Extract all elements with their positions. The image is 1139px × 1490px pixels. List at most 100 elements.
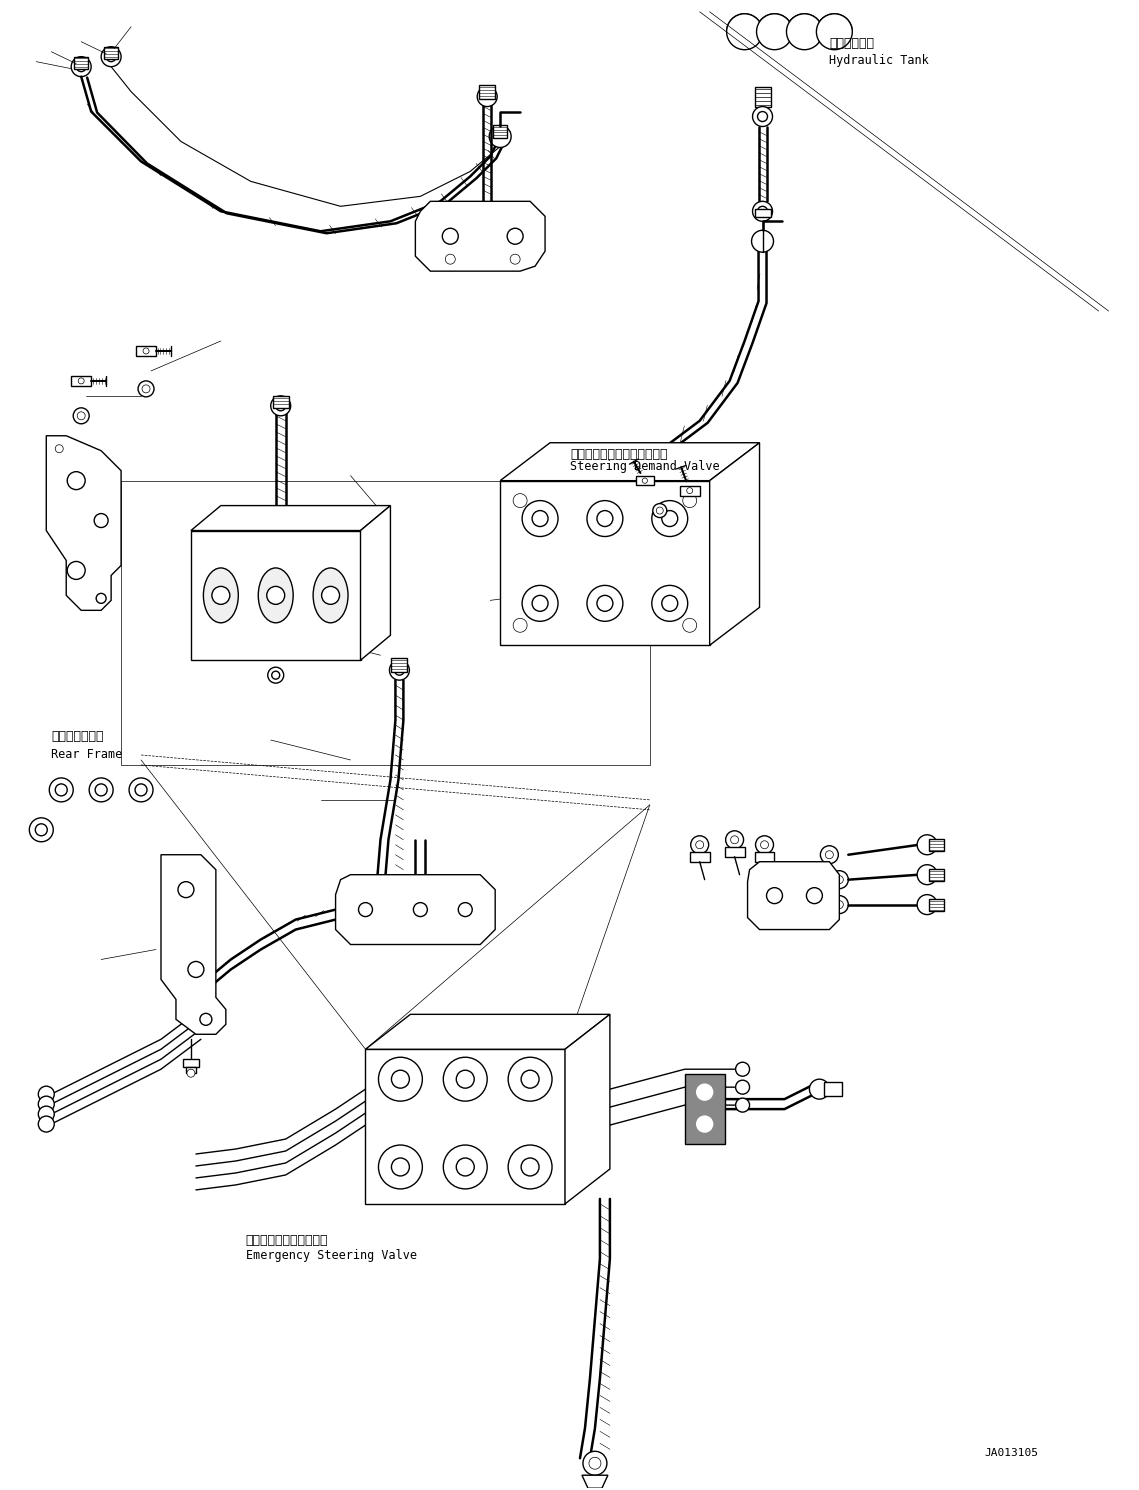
Circle shape <box>662 596 678 611</box>
Bar <box>121 481 650 764</box>
Circle shape <box>826 851 834 858</box>
Bar <box>685 1074 724 1144</box>
Circle shape <box>178 882 194 897</box>
Circle shape <box>514 493 527 508</box>
Circle shape <box>35 824 48 836</box>
Bar <box>366 1049 565 1204</box>
Bar <box>825 1082 843 1097</box>
Circle shape <box>507 228 523 244</box>
Polygon shape <box>747 861 839 930</box>
Circle shape <box>457 1158 474 1176</box>
Circle shape <box>522 1070 539 1088</box>
Bar <box>74 57 88 69</box>
Circle shape <box>522 501 558 536</box>
Circle shape <box>806 888 822 903</box>
Circle shape <box>129 778 153 802</box>
Circle shape <box>755 836 773 854</box>
Circle shape <box>267 587 285 605</box>
Circle shape <box>359 903 372 916</box>
Circle shape <box>697 1085 713 1100</box>
Circle shape <box>514 618 527 632</box>
Bar <box>690 852 710 861</box>
Circle shape <box>321 587 339 605</box>
Circle shape <box>489 125 511 148</box>
Circle shape <box>757 112 768 122</box>
Circle shape <box>830 895 849 913</box>
Circle shape <box>810 1079 829 1100</box>
Circle shape <box>687 487 693 493</box>
Circle shape <box>378 1058 423 1101</box>
Circle shape <box>138 381 154 396</box>
Circle shape <box>583 1451 607 1475</box>
Ellipse shape <box>259 568 293 623</box>
Circle shape <box>457 1070 474 1088</box>
Text: JA013105: JA013105 <box>984 1448 1038 1459</box>
Circle shape <box>442 228 458 244</box>
Text: Rear Frame: Rear Frame <box>51 748 123 761</box>
Circle shape <box>56 784 67 796</box>
Circle shape <box>73 408 89 423</box>
Bar <box>754 852 775 861</box>
Circle shape <box>589 1457 601 1469</box>
Circle shape <box>532 511 548 526</box>
Circle shape <box>736 1080 749 1094</box>
Circle shape <box>652 501 688 536</box>
Polygon shape <box>191 505 391 530</box>
Circle shape <box>752 231 773 252</box>
Circle shape <box>458 903 473 916</box>
Circle shape <box>67 562 85 580</box>
Circle shape <box>587 586 623 621</box>
Text: Hydraulic Tank: Hydraulic Tank <box>829 54 929 67</box>
Circle shape <box>697 1116 713 1132</box>
Circle shape <box>835 900 843 909</box>
Circle shape <box>786 13 822 49</box>
Bar <box>724 846 745 857</box>
Bar <box>929 869 944 881</box>
Circle shape <box>477 86 498 107</box>
Circle shape <box>522 586 558 621</box>
Circle shape <box>392 1158 409 1176</box>
Circle shape <box>662 511 678 526</box>
Circle shape <box>136 784 147 796</box>
Circle shape <box>101 46 121 67</box>
Circle shape <box>761 840 769 849</box>
Circle shape <box>696 840 704 849</box>
Circle shape <box>67 472 85 490</box>
Circle shape <box>917 864 937 885</box>
Circle shape <box>268 668 284 682</box>
Circle shape <box>142 384 150 393</box>
Bar <box>480 85 495 98</box>
Circle shape <box>39 1097 55 1112</box>
Circle shape <box>652 586 688 621</box>
Circle shape <box>276 401 286 411</box>
Circle shape <box>757 206 768 216</box>
Circle shape <box>642 478 647 483</box>
Polygon shape <box>582 1475 608 1489</box>
Circle shape <box>508 1058 552 1101</box>
Circle shape <box>690 836 708 854</box>
Circle shape <box>89 778 113 802</box>
Circle shape <box>817 13 852 49</box>
Text: ステアリングデマンドバルブ: ステアリングデマンドバルブ <box>570 447 667 460</box>
Circle shape <box>587 501 623 536</box>
Circle shape <box>830 870 849 888</box>
Circle shape <box>30 818 54 842</box>
Circle shape <box>272 670 280 679</box>
Circle shape <box>445 255 456 264</box>
Circle shape <box>736 1062 749 1076</box>
Circle shape <box>736 1098 749 1112</box>
Bar <box>680 486 699 496</box>
Circle shape <box>656 507 663 514</box>
Circle shape <box>726 831 744 849</box>
Circle shape <box>653 504 666 517</box>
Text: Emergency Steering Valve: Emergency Steering Valve <box>246 1249 417 1262</box>
Circle shape <box>835 876 843 884</box>
Bar <box>636 477 654 486</box>
Circle shape <box>95 514 108 527</box>
Circle shape <box>508 1144 552 1189</box>
Bar <box>500 481 710 645</box>
Bar <box>183 1059 199 1067</box>
Circle shape <box>56 444 64 453</box>
Circle shape <box>200 1013 212 1025</box>
Circle shape <box>39 1116 55 1132</box>
